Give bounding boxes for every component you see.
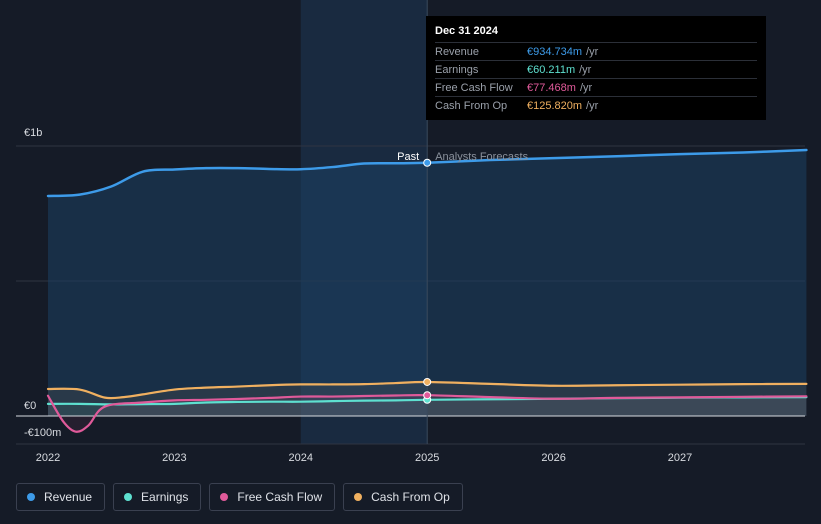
tooltip-unit: /yr xyxy=(586,99,599,112)
marker-revenue xyxy=(423,158,432,167)
x-tick-label: 2027 xyxy=(668,452,692,464)
y-tick-label: -€100m xyxy=(24,427,61,439)
tooltip-row-revenue: Revenue €934.734m /yr xyxy=(435,42,757,60)
legend-dot-icon xyxy=(220,493,229,501)
tooltip-label: Cash From Op xyxy=(435,99,508,112)
legend-dot-icon xyxy=(27,493,35,501)
legend-dot-icon xyxy=(354,493,363,501)
tooltip-row-fcf: Free Cash Flow €77.468m /yr xyxy=(435,78,757,96)
marker-cash-from-op xyxy=(423,377,432,386)
marker-free-cash-flow xyxy=(423,391,432,400)
tooltip-unit: /yr xyxy=(586,45,599,58)
x-tick-label: 2026 xyxy=(541,452,565,464)
legend-item-cash-from-op[interactable]: Cash From Op xyxy=(343,483,463,511)
chart: €1b €0 -€100m 2022 2023 2024 2025 2026 2027 Past A… xyxy=(16,0,808,464)
legend-label: Free Cash Flow xyxy=(237,490,323,504)
legend-item-revenue[interactable]: Revenue xyxy=(16,483,106,511)
legend-item-earnings[interactable]: Earnings xyxy=(113,483,202,511)
legend-label: Cash From Op xyxy=(371,490,450,504)
tooltip-row-cfo: Cash From Op €125.820m /yr xyxy=(435,96,757,114)
tooltip-value: €934.734m xyxy=(527,45,583,58)
series-line-free-cash-flow xyxy=(46,394,808,433)
tooltip-unit: /yr xyxy=(579,63,592,76)
x-tick-label: 2023 xyxy=(162,452,186,464)
tooltip-value: €77.468m xyxy=(527,81,576,94)
legend-label: Revenue xyxy=(44,490,93,504)
legend: Revenue Earnings Free Cash Flow Cash Fro… xyxy=(16,483,463,511)
tooltip-value: €125.820m xyxy=(527,99,583,112)
x-tick-label: 2025 xyxy=(415,452,439,464)
x-tick-label: 2022 xyxy=(36,452,60,464)
series-line-cash-from-op xyxy=(46,380,808,400)
legend-dot-icon xyxy=(124,493,133,501)
series-line-revenue xyxy=(46,148,808,198)
tooltip-label: Earnings xyxy=(435,63,479,76)
forecast-label: Analysts Forecasts xyxy=(435,151,528,163)
y-tick-label: €1b xyxy=(24,127,42,139)
tooltip-date: Dec 31 2024 xyxy=(435,25,498,37)
tooltip-unit: /yr xyxy=(579,81,593,94)
x-tick-label: 2024 xyxy=(289,452,313,464)
legend-label: Earnings xyxy=(141,490,189,504)
tooltip-label: Revenue xyxy=(435,45,480,58)
y-tick-label: €0 xyxy=(24,400,36,412)
legend-item-free-cash-flow[interactable]: Free Cash Flow xyxy=(209,483,336,511)
tooltip-row-earnings: Earnings €60.211m /yr xyxy=(435,60,757,78)
tooltip-value: €60.211m xyxy=(527,63,576,76)
past-label: Past xyxy=(397,151,419,163)
tooltip-label: Free Cash Flow xyxy=(435,81,513,94)
tooltip: Dec 31 2024 Revenue €934.734m /yr Earnin… xyxy=(426,16,766,120)
